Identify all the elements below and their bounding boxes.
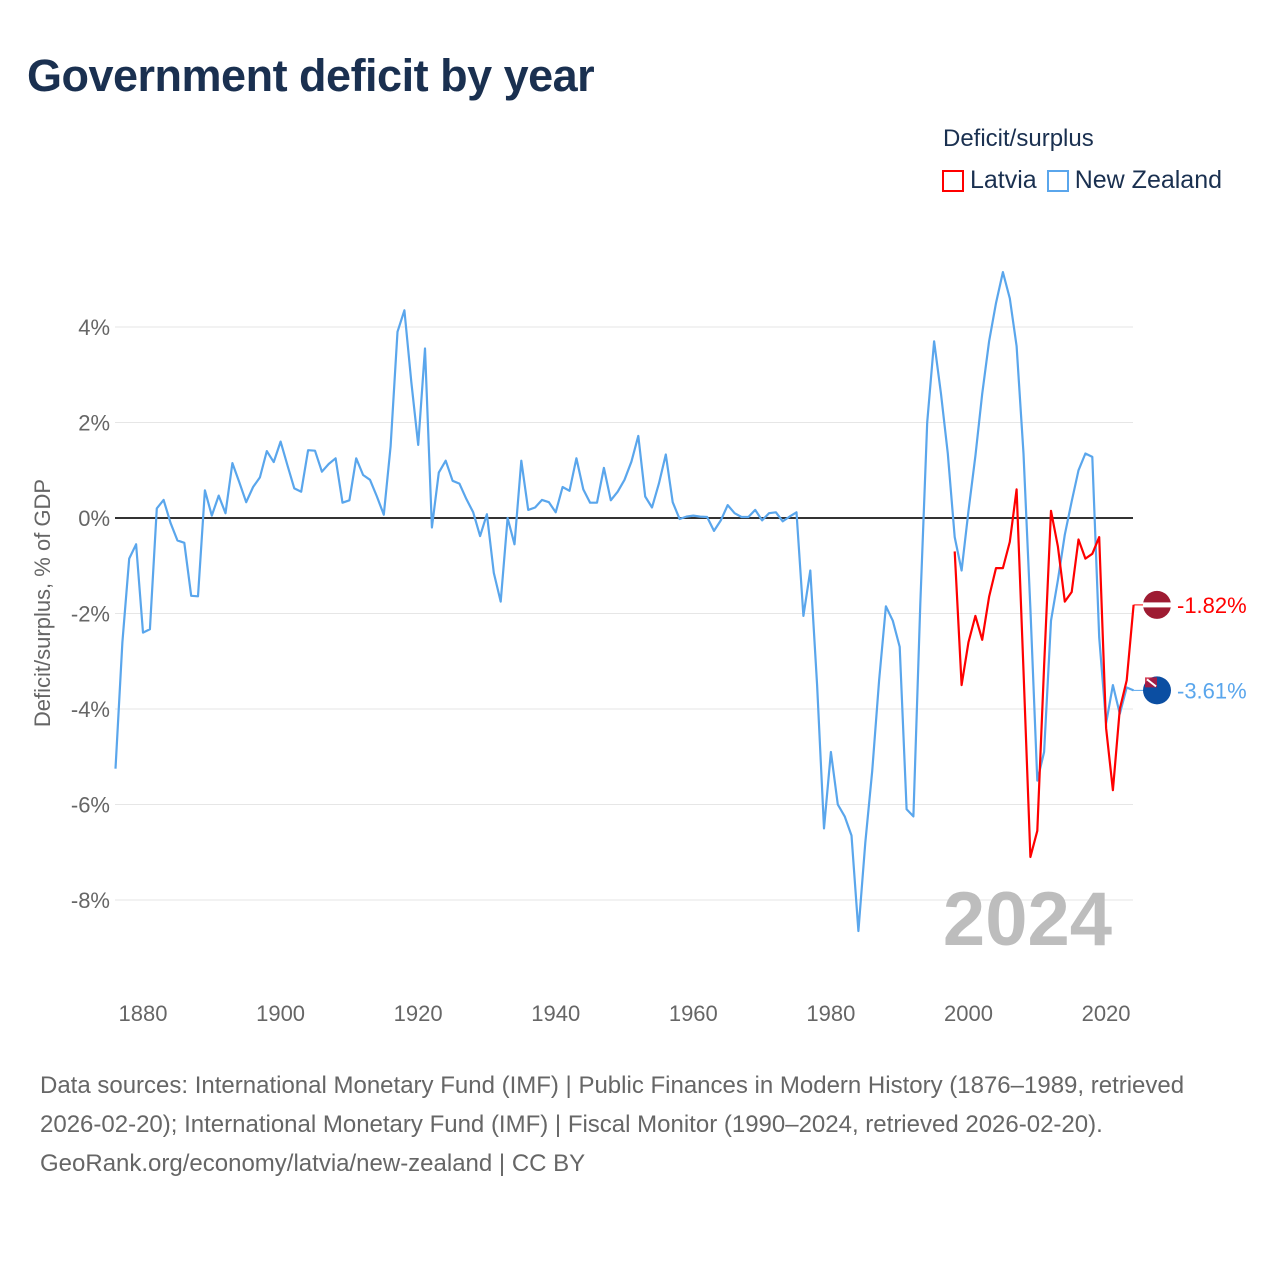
chart-title: Government deficit by year — [27, 50, 595, 101]
legend-title: Deficit/surplus — [943, 125, 1094, 152]
footer: Data sources: International Monetary Fun… — [40, 1066, 1240, 1183]
attribution[interactable]: GeoRank.org/economy/latvia/new-zealand |… — [40, 1150, 586, 1177]
x-tick-label: 2020 — [1082, 1001, 1131, 1026]
x-tick-label: 1920 — [394, 1001, 443, 1026]
chart-plot: 4% 2% 0% -2% -4% -6% -8% 1880 1900 1920 1940 1960 19… — [30, 271, 1247, 1026]
legend-item-new-zealand[interactable]: New Zealand — [1046, 166, 1223, 195]
y-tick-label: -8% — [71, 888, 110, 913]
latvia-flag-stripe — [1143, 602, 1171, 608]
y-tick-label: -6% — [71, 793, 110, 818]
end-value-label: -1.82% — [1177, 593, 1247, 618]
legend-label: New Zealand — [1074, 166, 1223, 194]
x-tick-label: 1960 — [669, 1001, 718, 1026]
end-value-label: -3.61% — [1177, 678, 1247, 703]
legend-label: Latvia — [970, 166, 1037, 194]
y-tick-label: -2% — [71, 602, 110, 627]
legend-item-latvia[interactable]: Latvia — [942, 166, 1037, 195]
x-tick-label: 1980 — [806, 1001, 855, 1026]
y-tick-label: 0% — [78, 506, 110, 531]
legend-swatch-new-zealand — [1046, 169, 1069, 192]
x-tick-label: 1880 — [119, 1001, 168, 1026]
new-zealand-flag-cross — [1146, 678, 1157, 688]
year-watermark: 2024 — [943, 877, 1112, 962]
y-tick-label: 4% — [78, 315, 110, 340]
series-line-latvia — [953, 488, 1135, 859]
x-tick-label: 2000 — [944, 1001, 993, 1026]
x-tick-label: 1900 — [256, 1001, 305, 1026]
y-axis-label: Deficit/surplus, % of GDP — [30, 479, 55, 727]
y-tick-label: 2% — [78, 411, 110, 436]
x-tick-label: 1940 — [531, 1001, 580, 1026]
legend-swatch-latvia — [942, 169, 964, 192]
series-line-new-zealand — [114, 271, 1135, 933]
data-sources: Data sources: International Monetary Fun… — [40, 1072, 1185, 1138]
y-tick-label: -4% — [71, 697, 110, 722]
legend: Latvia New Zealand — [942, 166, 1222, 195]
